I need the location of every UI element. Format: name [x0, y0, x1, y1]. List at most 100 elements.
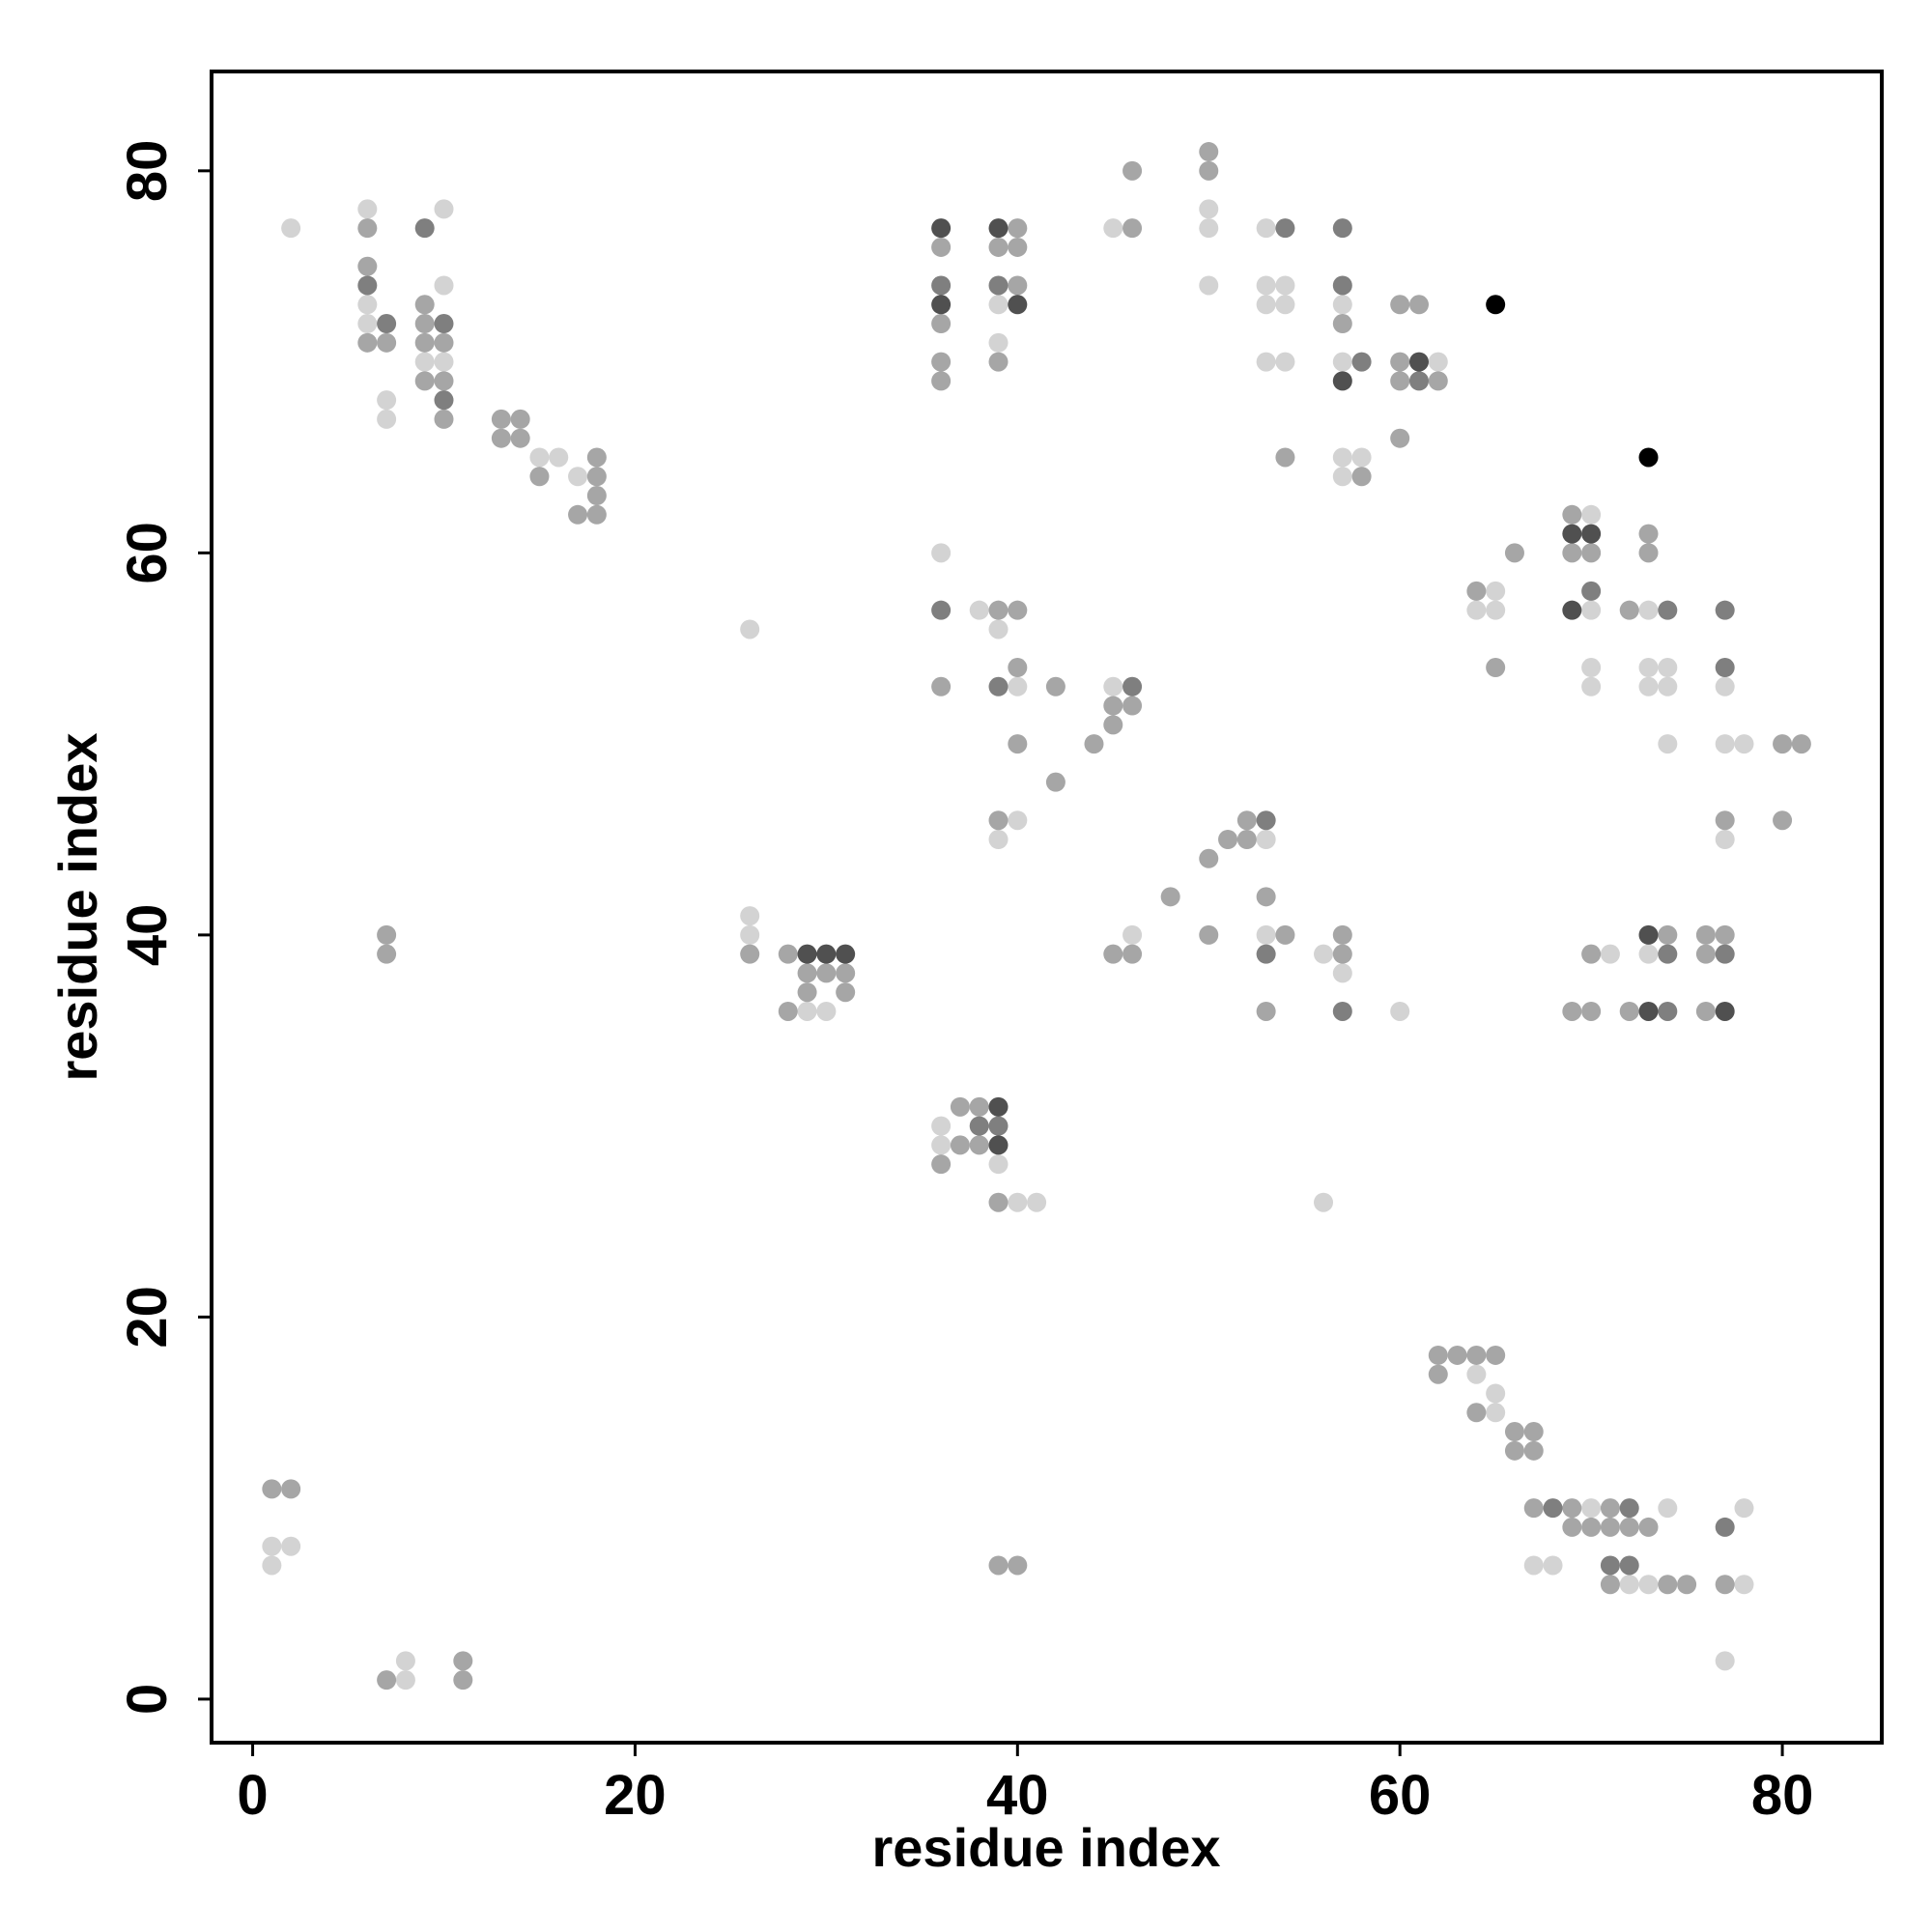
point	[1715, 676, 1735, 696]
y-tick-label: 40	[116, 904, 179, 967]
point	[1045, 772, 1065, 792]
x-tick-label: 40	[986, 1764, 1049, 1827]
point	[1791, 734, 1811, 754]
point	[1581, 524, 1602, 544]
point	[434, 371, 454, 391]
point	[1658, 944, 1678, 964]
point	[1332, 314, 1352, 334]
point	[1466, 600, 1487, 620]
point	[1581, 1001, 1602, 1021]
point	[568, 504, 588, 525]
point	[1199, 924, 1219, 945]
point	[1008, 1555, 1028, 1576]
point	[931, 352, 952, 372]
point	[529, 447, 550, 468]
y-tick-label: 60	[116, 522, 179, 584]
point	[434, 199, 454, 219]
point	[1428, 1364, 1448, 1384]
point	[1619, 1555, 1639, 1576]
point	[969, 1116, 989, 1136]
point	[1600, 1575, 1620, 1595]
point	[1218, 829, 1238, 849]
point	[988, 1555, 1009, 1576]
point	[950, 1135, 970, 1155]
point	[1658, 1001, 1678, 1021]
plot-frame	[210, 70, 1884, 1745]
point	[1486, 1383, 1506, 1404]
point	[377, 924, 397, 945]
point	[1008, 676, 1028, 696]
point	[816, 1001, 837, 1021]
point	[395, 1651, 415, 1671]
point	[1638, 1575, 1659, 1595]
point	[586, 447, 607, 468]
point	[1390, 428, 1410, 448]
point	[969, 1135, 989, 1155]
point	[1103, 676, 1123, 696]
point	[1351, 467, 1372, 487]
point	[453, 1651, 473, 1671]
point	[1658, 1575, 1678, 1595]
point	[1658, 924, 1678, 945]
point	[1332, 944, 1352, 964]
point	[1466, 1345, 1487, 1365]
point	[1103, 696, 1123, 716]
point	[1332, 963, 1352, 983]
point	[1390, 1001, 1410, 1021]
point	[377, 332, 397, 353]
point	[357, 295, 378, 315]
point	[988, 237, 1009, 257]
x-tick-label: 20	[604, 1764, 667, 1827]
point	[1008, 218, 1028, 239]
point	[931, 1154, 952, 1175]
point	[1734, 734, 1754, 754]
point	[797, 944, 817, 964]
point	[377, 409, 397, 429]
point	[1543, 1498, 1563, 1519]
point	[1581, 581, 1602, 601]
point	[931, 371, 952, 391]
point	[1351, 447, 1372, 468]
point	[1600, 1555, 1620, 1576]
x-axis-title: residue index	[871, 1817, 1220, 1878]
point	[1008, 734, 1028, 754]
point	[1619, 1575, 1639, 1595]
point	[434, 352, 454, 372]
point	[950, 1096, 970, 1117]
point	[434, 332, 454, 353]
point	[1658, 658, 1678, 678]
point	[510, 428, 530, 448]
point	[988, 600, 1009, 620]
point	[1562, 1517, 1582, 1537]
point	[1638, 600, 1659, 620]
point	[1677, 1575, 1697, 1595]
point	[988, 676, 1009, 696]
point	[1619, 1517, 1639, 1537]
point	[1027, 1192, 1047, 1212]
point	[1734, 1498, 1754, 1519]
point	[778, 944, 798, 964]
point	[357, 218, 378, 239]
point	[1581, 1498, 1602, 1519]
point	[414, 314, 435, 334]
point	[1715, 658, 1735, 678]
point	[1236, 810, 1257, 831]
point	[1122, 924, 1143, 945]
point	[1600, 1517, 1620, 1537]
point	[1466, 1403, 1487, 1423]
point	[377, 944, 397, 964]
point	[1638, 676, 1659, 696]
point	[1486, 581, 1506, 601]
point	[491, 409, 511, 429]
point	[816, 944, 837, 964]
point	[988, 810, 1009, 831]
point	[1715, 1575, 1735, 1595]
x-tick-label: 80	[1751, 1764, 1814, 1827]
point	[1275, 275, 1295, 296]
point	[778, 1001, 798, 1021]
point	[529, 467, 550, 487]
point	[931, 295, 952, 315]
point	[1715, 1001, 1735, 1021]
point	[1256, 944, 1276, 964]
